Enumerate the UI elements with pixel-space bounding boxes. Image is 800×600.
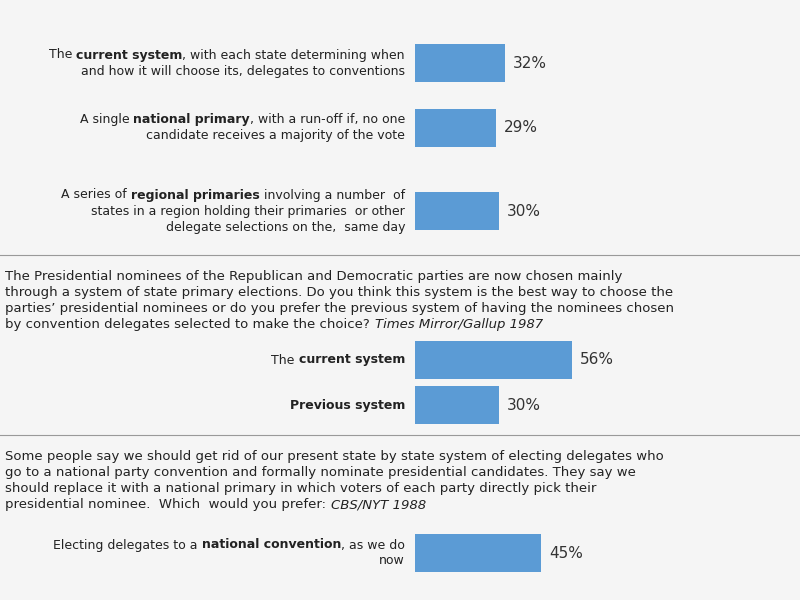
Text: and how it will choose its, delegates to conventions: and how it will choose its, delegates to… bbox=[81, 64, 405, 77]
Text: 45%: 45% bbox=[549, 545, 583, 560]
Text: now: now bbox=[379, 554, 405, 568]
Text: national convention: national convention bbox=[202, 539, 341, 551]
Bar bbox=[415, 109, 496, 147]
Text: , as we do: , as we do bbox=[341, 539, 405, 551]
Text: , with each state determining when: , with each state determining when bbox=[182, 49, 405, 61]
Text: through a system of state primary elections. Do you think this system is the bes: through a system of state primary electi… bbox=[5, 286, 673, 299]
Text: presidential nominee.  Which  would you prefer:: presidential nominee. Which would you pr… bbox=[5, 498, 326, 511]
Text: states in a region holding their primaries  or other: states in a region holding their primari… bbox=[91, 205, 405, 217]
Text: The: The bbox=[49, 49, 76, 61]
Text: Previous system: Previous system bbox=[290, 398, 405, 412]
Text: 56%: 56% bbox=[580, 352, 614, 367]
Text: regional primaries: regional primaries bbox=[131, 188, 260, 202]
Bar bbox=[415, 386, 499, 424]
Text: presidential nominee.  Which  would you prefer:: presidential nominee. Which would you pr… bbox=[5, 498, 326, 511]
Text: , with a run-off if, no one: , with a run-off if, no one bbox=[250, 113, 405, 127]
Text: parties’ presidential nominees or do you prefer the previous system of having th: parties’ presidential nominees or do you… bbox=[5, 302, 674, 315]
Text: Times Mirror/Gallup 1987: Times Mirror/Gallup 1987 bbox=[374, 318, 543, 331]
Text: 29%: 29% bbox=[504, 121, 538, 136]
Text: by convention delegates selected to make the choice?: by convention delegates selected to make… bbox=[5, 318, 370, 331]
Bar bbox=[415, 44, 505, 82]
Text: Some people say we should get rid of our present state by state system of electi: Some people say we should get rid of our… bbox=[5, 450, 664, 463]
Text: CBS/NYT 1988: CBS/NYT 1988 bbox=[331, 498, 426, 511]
Text: national primary: national primary bbox=[133, 113, 250, 127]
Text: 30%: 30% bbox=[507, 203, 541, 218]
Text: go to a national party convention and formally nominate presidential candidates.: go to a national party convention and fo… bbox=[5, 466, 636, 479]
Text: current system: current system bbox=[76, 49, 182, 61]
Text: A series of: A series of bbox=[62, 188, 131, 202]
Bar bbox=[415, 534, 541, 572]
Bar bbox=[415, 192, 499, 230]
Text: The: The bbox=[271, 353, 298, 367]
Text: delegate selections on the,  same day: delegate selections on the, same day bbox=[166, 220, 405, 233]
Text: 30%: 30% bbox=[507, 397, 541, 413]
Text: involving a number  of: involving a number of bbox=[260, 188, 405, 202]
Text: current system: current system bbox=[298, 353, 405, 367]
Text: The Presidential nominees of the Republican and Democratic parties are now chose: The Presidential nominees of the Republi… bbox=[5, 270, 622, 283]
Text: A single: A single bbox=[79, 113, 133, 127]
Text: Electing delegates to a: Electing delegates to a bbox=[54, 539, 202, 551]
Text: candidate receives a majority of the vote: candidate receives a majority of the vot… bbox=[146, 130, 405, 142]
Text: 32%: 32% bbox=[513, 55, 546, 70]
Bar bbox=[415, 341, 572, 379]
Text: by convention delegates selected to make the choice?: by convention delegates selected to make… bbox=[5, 318, 370, 331]
Text: should replace it with a national primary in which voters of each party directly: should replace it with a national primar… bbox=[5, 482, 596, 495]
